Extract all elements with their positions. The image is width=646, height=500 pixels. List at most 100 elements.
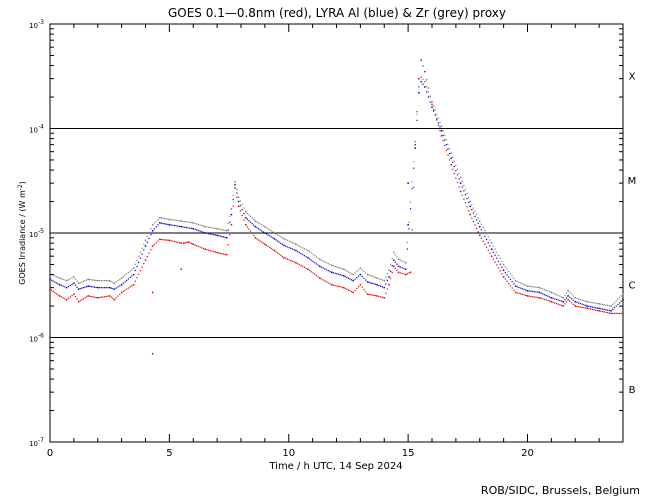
trace-dot xyxy=(373,276,375,278)
trace-dot xyxy=(572,295,575,297)
trace-dot xyxy=(246,212,248,214)
trace-dot xyxy=(549,296,551,298)
trace-dot xyxy=(221,253,223,255)
data-point xyxy=(404,261,407,264)
data-point xyxy=(538,286,541,289)
trace-dot xyxy=(608,312,610,314)
trace-dot xyxy=(222,253,225,255)
data-point xyxy=(450,163,452,166)
trace-dot xyxy=(146,256,148,258)
trace-dot xyxy=(380,285,382,287)
trace-dot xyxy=(555,302,558,305)
trace-dot xyxy=(310,252,312,254)
trace-dot xyxy=(579,306,581,308)
trace-dot xyxy=(107,280,109,282)
trace-dot xyxy=(194,228,196,230)
data-point xyxy=(273,249,276,252)
data-point xyxy=(376,277,378,279)
trace-dot xyxy=(267,234,269,236)
trace-dot xyxy=(458,186,460,188)
trace-dot xyxy=(139,257,141,259)
data-point xyxy=(418,77,420,80)
data-point xyxy=(366,273,369,276)
data-point xyxy=(216,251,218,254)
trace-dot xyxy=(177,225,179,227)
trace-dot xyxy=(525,289,527,291)
trace-dot xyxy=(185,221,188,223)
trace-dot xyxy=(552,292,554,294)
trace-dot xyxy=(202,247,205,250)
trace-dot xyxy=(201,231,203,233)
trace-dot xyxy=(545,294,547,297)
data-point xyxy=(586,307,588,310)
trace-dot xyxy=(182,226,184,228)
trace-dot xyxy=(601,308,604,310)
y-tick-label: 10-5 xyxy=(29,228,44,239)
trace-dot xyxy=(117,295,119,297)
data-point xyxy=(550,291,553,294)
data-point xyxy=(73,293,75,295)
data-point xyxy=(132,267,135,269)
trace-dot xyxy=(561,300,563,302)
trace-dot xyxy=(187,227,189,229)
trace-dot xyxy=(173,219,176,221)
trace-dot xyxy=(506,280,508,282)
trace-dot xyxy=(84,280,86,282)
trace-dot xyxy=(339,267,341,269)
outlier-point xyxy=(407,182,409,184)
trace-dot xyxy=(74,278,77,280)
trace-dot xyxy=(413,167,415,169)
y-axis: 10-310-410-510-610-7 xyxy=(29,19,623,448)
trace-dot xyxy=(246,226,248,228)
trace-dot xyxy=(64,286,66,288)
data-point xyxy=(431,101,433,103)
trace-dot xyxy=(243,219,245,221)
data-point xyxy=(342,274,345,277)
data-point xyxy=(538,297,541,299)
trace-dot xyxy=(617,312,619,315)
trace-dot xyxy=(593,302,595,304)
trace-dot xyxy=(347,271,350,273)
data-point xyxy=(490,242,493,244)
trace-dot xyxy=(184,221,186,223)
trace-dot xyxy=(79,282,81,284)
trace-dot xyxy=(329,270,331,273)
data-point xyxy=(440,135,443,137)
trace-dot xyxy=(565,292,568,294)
data-point xyxy=(330,271,333,274)
trace-dot xyxy=(561,296,563,298)
trace-dot xyxy=(427,91,430,93)
trace-dot xyxy=(275,239,277,241)
trace-dot xyxy=(613,302,616,304)
trace-dot xyxy=(150,234,152,236)
trace-dot xyxy=(549,291,551,293)
trace-dot xyxy=(555,298,558,301)
trace-dot xyxy=(172,219,174,221)
trace-dot xyxy=(249,221,252,223)
trace-dot xyxy=(557,299,559,301)
trace-dot xyxy=(501,260,503,263)
trace-dot xyxy=(334,284,336,287)
plot-area xyxy=(49,23,624,443)
y-tick-label-exp: -4 xyxy=(38,124,44,131)
trace-dot xyxy=(471,209,473,211)
trace-dot xyxy=(153,228,156,230)
trace-dot xyxy=(525,294,527,297)
trace-dot xyxy=(324,261,326,263)
trace-dot xyxy=(385,276,387,278)
trace-dot xyxy=(139,251,141,253)
trace-dot xyxy=(259,229,261,231)
trace-dot xyxy=(278,253,280,255)
trace-dot xyxy=(326,281,328,283)
data-point xyxy=(567,290,569,292)
trace-dot xyxy=(197,229,199,232)
outlier-point xyxy=(407,223,409,226)
trace-dot xyxy=(520,282,522,284)
data-point xyxy=(192,243,194,246)
y-axis-label-close: ) xyxy=(18,181,27,184)
outlier-point xyxy=(151,291,154,294)
trace-dot xyxy=(584,307,587,309)
trace-dot xyxy=(422,78,424,81)
trace-dot xyxy=(248,220,250,222)
trace-dot xyxy=(110,280,112,283)
